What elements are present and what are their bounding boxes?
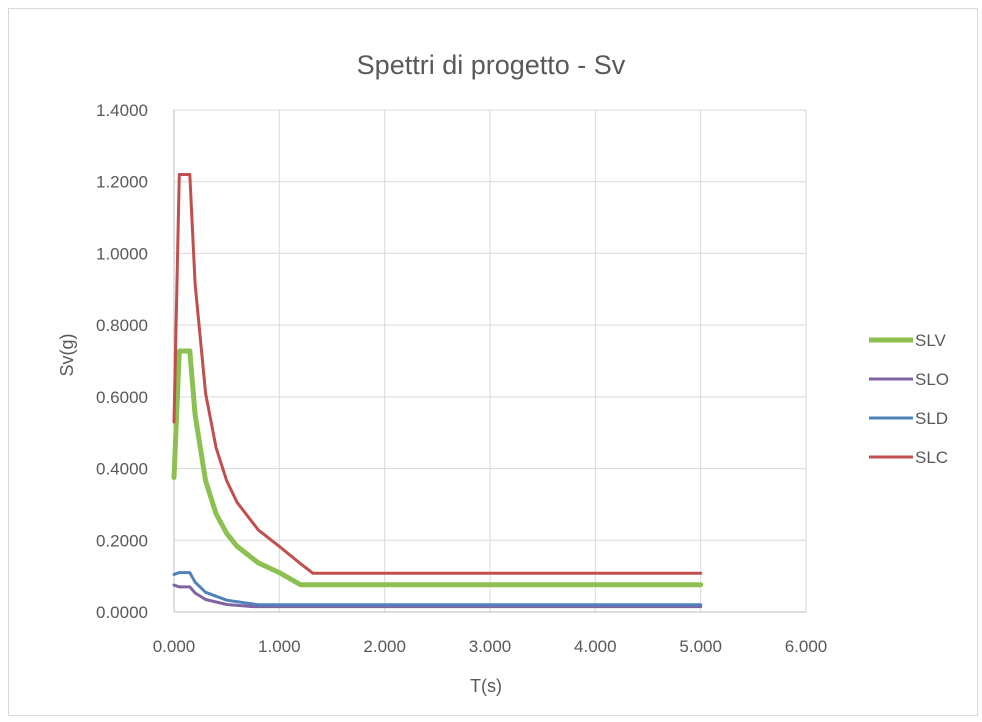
- series-lines: [171, 173, 704, 609]
- y-tick-label: 1.2000: [96, 173, 148, 192]
- y-tick-label: 1.4000: [96, 101, 148, 120]
- y-tick-label: 0.8000: [96, 316, 148, 335]
- x-tick-label: 5.000: [679, 637, 722, 656]
- y-axis-label: Sv(g): [57, 333, 77, 376]
- chart-title: Spettri di progetto - Sv: [357, 50, 626, 80]
- legend-label-slc: SLC: [915, 448, 948, 467]
- legend-label-slo: SLO: [915, 370, 949, 389]
- legend-label-sld: SLD: [915, 409, 948, 428]
- series-line-slc: [172, 173, 703, 575]
- y-tick-label: 1.0000: [96, 244, 148, 263]
- x-axis-label: T(s): [470, 676, 502, 696]
- x-tick-label: 4.000: [574, 637, 617, 656]
- series-line-slv: [171, 348, 704, 588]
- y-tick-label: 0.6000: [96, 388, 148, 407]
- y-tick-label: 0.4000: [96, 460, 148, 479]
- chart-frame: [8, 8, 978, 716]
- x-tick-label: 2.000: [363, 637, 406, 656]
- series-line-slo: [172, 583, 703, 609]
- legend-label-slv: SLV: [915, 331, 947, 350]
- tick-labels: 0.0000 0.2000 0.4000 0.6000 0.8000 1.0000 1.20…: [96, 101, 827, 656]
- x-tick-label: 6.000: [785, 637, 828, 656]
- y-tick-label: 0.2000: [96, 531, 148, 550]
- x-tick-label: 1.000: [258, 637, 301, 656]
- x-tick-label: 0.000: [153, 637, 196, 656]
- x-tick-label: 3.000: [469, 637, 512, 656]
- legend: SLV SLO SLD SLC: [869, 331, 949, 467]
- series-line-sld: [172, 571, 703, 607]
- y-tick-label: 0.0000: [96, 603, 148, 622]
